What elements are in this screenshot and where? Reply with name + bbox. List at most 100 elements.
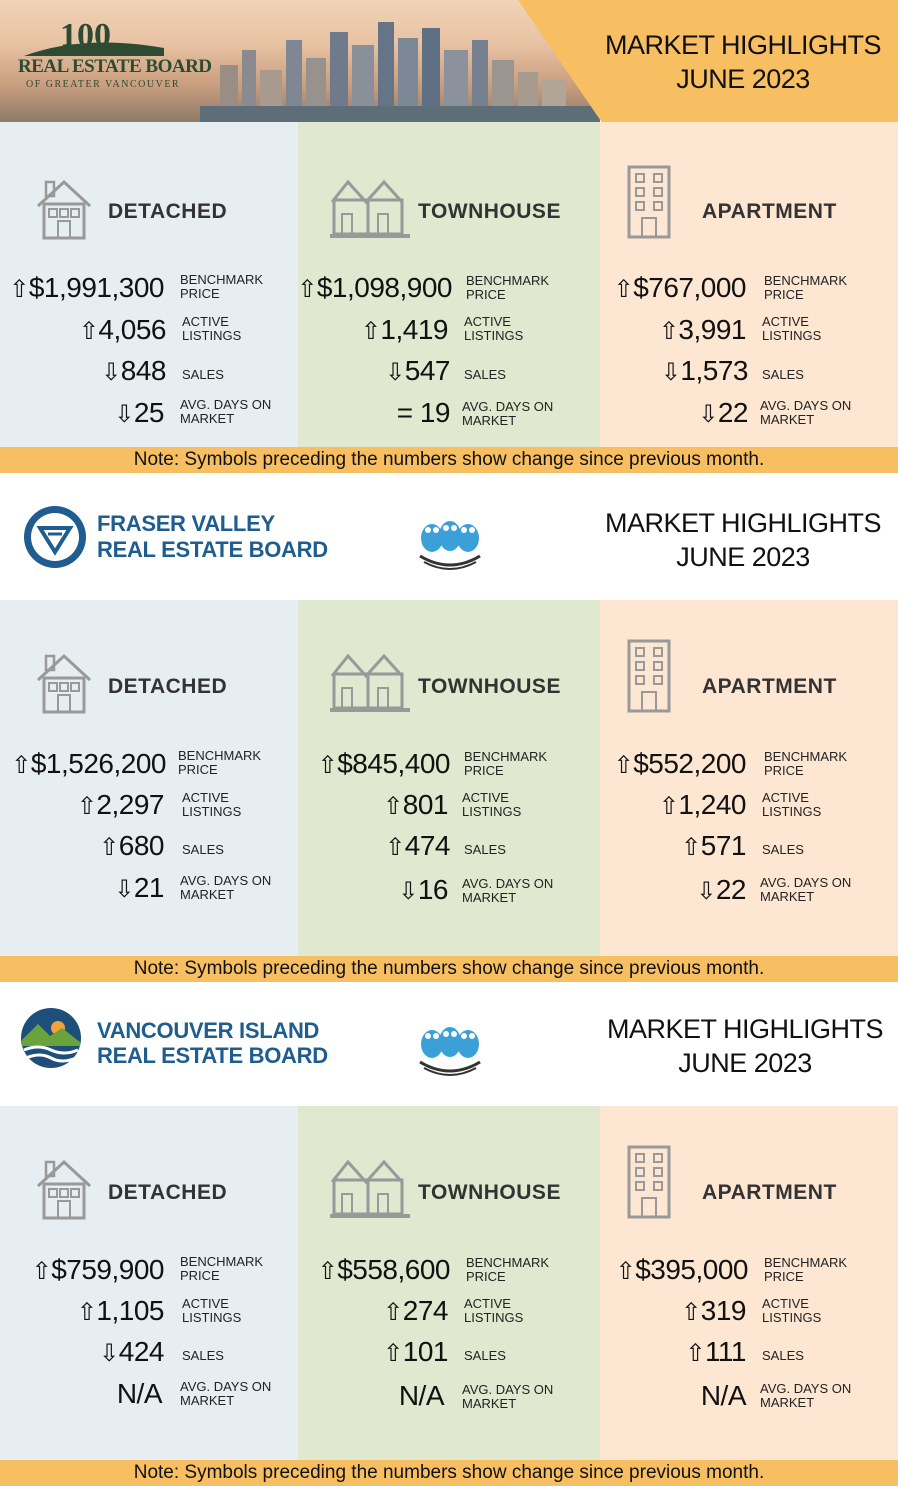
apartment-sales-value: ⇩1,573 — [660, 355, 749, 386]
apartment-label: APARTMENT — [702, 675, 837, 698]
days-on-market-label: AVG. DAYS ON MARKET — [462, 876, 554, 905]
sales-label: SALES — [182, 1348, 224, 1363]
sales-label: SALES — [182, 842, 224, 857]
detached-sales-value: ⇧680 — [99, 830, 164, 861]
sales-label: SALES — [762, 842, 804, 857]
apartment-column: APARTMENT ⇧$552,200 BENCHMARK PRICE ⇧1,24… — [600, 600, 898, 956]
townhouse-benchmark-value: ⇧$845,400 — [317, 748, 451, 779]
townhouse-column: TOWNHOUSE ⇧$558,600 BENCHMARK PRICE ⇧274 … — [298, 1106, 600, 1460]
townhouse-column: TOWNHOUSE ⇧$845,400 BENCHMARK PRICE ⇧801 … — [298, 600, 600, 956]
active-listings-label: ACTIVE LISTINGS — [182, 790, 242, 819]
detached-days-value: ⇩25 — [114, 397, 164, 428]
vi-stats-panel: DETACHED ⇧$759,900 BENCHMARK PRICE ⇧1,105… — [0, 1106, 898, 1460]
benchmark-label: BENCHMARK PRICE — [180, 272, 264, 301]
townhouse-days-value: = 19 — [396, 397, 451, 428]
vancouver-island-board: VANCOUVER ISLAND REAL ESTATE BOARD MARKE… — [0, 994, 898, 1486]
apartment-label: APARTMENT — [702, 1181, 837, 1204]
active-listings-label: ACTIVE LISTINGS — [462, 790, 522, 819]
apartment-column: APARTMENT ⇧$767,000 BENCHMARK PRICE ⇧3,99… — [600, 122, 898, 447]
vi-name-line1: VANCOUVER ISLAND — [97, 1018, 320, 1043]
apartment-benchmark-value: ⇧$552,200 — [613, 748, 747, 779]
benchmark-label: BENCHMARK PRICE — [466, 1255, 550, 1284]
benchmark-label: BENCHMARK PRICE — [180, 1254, 264, 1283]
benchmark-label: BENCHMARK PRICE — [764, 749, 848, 778]
detached-benchmark-value: ⇧$1,991,300 — [9, 272, 164, 303]
apartment-days-value: N/A — [700, 1380, 747, 1411]
townhouse-active-value: ⇧1,419 — [360, 314, 449, 345]
apartment-days-value: ⇩22 — [696, 874, 746, 905]
skyline-image — [200, 22, 600, 122]
fv-name-line1: FRASER VALLEY — [97, 511, 275, 536]
market-highlights-title: MARKET HIGHLIGHTS JUNE 2023 — [604, 30, 882, 94]
detached-column: DETACHED ⇧$1,991,300 BENCHMARK PRICE ⇧4,0… — [0, 122, 298, 447]
sales-label: SALES — [762, 1348, 804, 1363]
apartment-active-value: ⇧3,991 — [658, 314, 747, 345]
townhouse-sales-value: ⇧101 — [383, 1336, 448, 1367]
detached-days-value: N/A — [116, 1378, 163, 1409]
change-note: Note: Symbols preceding the numbers show… — [0, 1460, 898, 1486]
townhouse-icon — [330, 653, 410, 712]
change-note: Note: Symbols preceding the numbers show… — [0, 956, 898, 982]
benchmark-label: BENCHMARK PRICE — [466, 273, 550, 302]
vancouver-island-logo-icon — [21, 1008, 81, 1068]
detached-benchmark-value: ⇧$1,526,200 — [11, 748, 166, 779]
active-listings-label: ACTIVE LISTINGS — [182, 1296, 242, 1325]
townhouse-label: TOWNHOUSE — [418, 675, 561, 698]
detached-active-value: ⇧2,297 — [76, 789, 165, 820]
change-note: Note: Symbols preceding the numbers show… — [0, 447, 898, 473]
townhouse-active-value: ⇧274 — [383, 1295, 448, 1326]
house-icon — [36, 179, 92, 240]
active-listings-label: ACTIVE LISTINGS — [464, 314, 524, 343]
city-skyline-banner — [0, 0, 600, 122]
sales-label: SALES — [182, 367, 224, 382]
rebgv-header: 100 REAL ESTATE BOARD OF GREATER VANCOUV… — [0, 0, 898, 122]
detached-active-value: ⇧1,105 — [76, 1295, 165, 1326]
benchmark-label: BENCHMARK PRICE — [764, 1255, 848, 1284]
apartment-active-value: ⇧1,240 — [658, 789, 747, 820]
detached-label: DETACHED — [108, 1181, 228, 1204]
house-icon — [36, 653, 92, 714]
rebgv-name-line1: REAL ESTATE BOARD — [18, 56, 212, 77]
townhouse-benchmark-value: ⇧$558,600 — [317, 1254, 451, 1285]
active-listings-label: ACTIVE LISTINGS — [464, 1296, 524, 1325]
fraser-valley-logo-icon — [24, 506, 86, 568]
rebgv-stats-panel: DETACHED ⇧$1,991,300 BENCHMARK PRICE ⇧4,0… — [0, 122, 898, 447]
days-on-market-label: AVG. DAYS ON MARKET — [760, 398, 852, 427]
detached-benchmark-value: ⇧$759,900 — [31, 1254, 165, 1285]
active-listings-label: ACTIVE LISTINGS — [762, 1296, 822, 1325]
days-on-market-label: AVG. DAYS ON MARKET — [180, 1379, 272, 1408]
active-listings-label: ACTIVE LISTINGS — [762, 790, 822, 819]
apartment-sales-value: ⇧111 — [685, 1336, 746, 1367]
detached-sales-value: ⇩424 — [99, 1336, 164, 1367]
apartment-building-icon — [627, 165, 671, 239]
house-icon — [36, 1159, 92, 1220]
fv-stats-panel: DETACHED ⇧$1,526,200 BENCHMARK PRICE ⇧2,2… — [0, 600, 898, 956]
sales-label: SALES — [464, 1348, 506, 1363]
apartment-label: APARTMENT — [702, 200, 837, 223]
detached-column: DETACHED ⇧$759,900 BENCHMARK PRICE ⇧1,105… — [0, 1106, 298, 1460]
days-on-market-label: AVG. DAYS ON MARKET — [462, 399, 554, 428]
rebgv-logo-icon: 100 — [24, 17, 164, 56]
days-on-market-label: AVG. DAYS ON MARKET — [462, 1382, 554, 1411]
detached-label: DETACHED — [108, 200, 228, 223]
townhouse-sales-value: ⇧474 — [385, 830, 450, 861]
townhouse-days-value: ⇩16 — [398, 874, 448, 905]
sales-label: SALES — [464, 367, 506, 382]
vi-name-line2: REAL ESTATE BOARD — [97, 1043, 328, 1068]
townhouse-label: TOWNHOUSE — [418, 1181, 561, 1204]
market-highlights-title: MARKET HIGHLIGHTS JUNE 2023 — [604, 508, 882, 572]
apartment-building-icon — [627, 639, 671, 713]
townhouse-icon — [330, 179, 410, 238]
townhouse-label: TOWNHOUSE — [418, 200, 561, 223]
sales-label: SALES — [464, 842, 506, 857]
townhouse-active-value: ⇧801 — [383, 789, 448, 820]
owls-logo-icon — [419, 521, 481, 570]
apartment-sales-value: ⇧571 — [681, 830, 746, 861]
days-on-market-label: AVG. DAYS ON MARKET — [760, 875, 852, 904]
fv-name-line2: REAL ESTATE BOARD — [97, 537, 328, 562]
detached-sales-value: ⇩848 — [101, 355, 166, 386]
active-listings-label: ACTIVE LISTINGS — [762, 314, 822, 343]
rebgv-name-line2: OF GREATER VANCOUVER — [26, 79, 181, 90]
owls-logo-icon — [419, 1027, 481, 1076]
sales-label: SALES — [762, 367, 804, 382]
